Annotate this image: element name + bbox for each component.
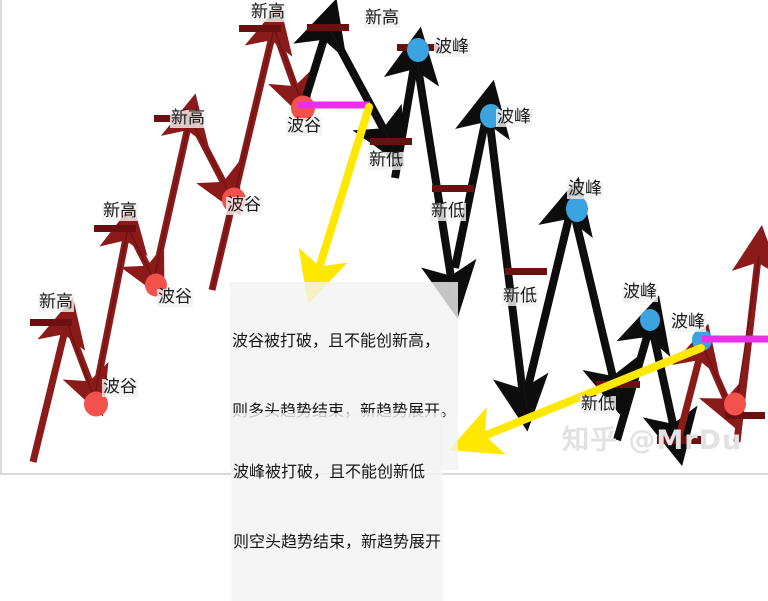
bull-thin-connectors bbox=[66, 27, 304, 405]
bear-end-note-line1: 波峰被打破，且不能创新低 bbox=[233, 462, 426, 482]
marker-label-peak: 波峰 bbox=[670, 312, 706, 332]
marker-label-new-low: 新低 bbox=[580, 394, 616, 414]
marker-label-peak: 波峰 bbox=[434, 37, 470, 57]
marker-label-peak: 波峰 bbox=[622, 282, 658, 302]
bear-end-note-line2: 则空头趋势结束，新趋势展开 bbox=[233, 531, 442, 551]
bear-end-note: 波峰被打破，且不能创新低 则空头趋势结束，新趋势展开 bbox=[231, 413, 444, 601]
bull-end-signal-arrow bbox=[298, 103, 373, 304]
marker-label-new-high: 新高 bbox=[364, 8, 400, 28]
level-bar-new-low bbox=[432, 185, 474, 192]
bear-end-signal-arrow bbox=[448, 344, 705, 455]
peak-dot bbox=[640, 309, 660, 331]
trough-dot bbox=[724, 392, 746, 416]
peak-dot bbox=[566, 196, 588, 222]
signal-arrows bbox=[298, 103, 705, 455]
marker-label-new-high: 新高 bbox=[38, 292, 74, 312]
bear-thin-connectors bbox=[327, 25, 680, 444]
break-level-lines bbox=[298, 101, 768, 343]
marker-label-new-low: 新低 bbox=[502, 286, 538, 306]
marker-label-trough: 波谷 bbox=[157, 287, 193, 307]
trough-dot bbox=[84, 391, 108, 417]
level-bar-new-high bbox=[30, 319, 72, 326]
marker-label-trough: 波谷 bbox=[226, 195, 262, 215]
swing-chart-svg bbox=[29, 0, 768, 467]
level-bar-new-low bbox=[505, 268, 547, 275]
bull-end-note-line1: 波谷被打破，且不能创新高， bbox=[232, 331, 441, 351]
marker-label-peak: 波峰 bbox=[567, 179, 603, 199]
level-bar-new-low bbox=[657, 436, 701, 444]
marker-label-new-low: 新低 bbox=[368, 150, 404, 170]
marker-label-trough: 波谷 bbox=[102, 377, 138, 397]
marker-label-new-high: 新高 bbox=[102, 201, 138, 221]
marker-label-peak: 波峰 bbox=[496, 107, 532, 127]
level-bar-new-high bbox=[94, 225, 136, 232]
marker-label-new-high: 新高 bbox=[250, 2, 286, 22]
watermark: 知乎 @MrDu bbox=[562, 425, 743, 456]
peak-dot bbox=[407, 38, 429, 62]
bullish-swing-group bbox=[29, 3, 315, 463]
level-bar-trough bbox=[725, 412, 765, 419]
marker-label-new-low: 新低 bbox=[430, 201, 466, 221]
marker-label-trough: 波谷 bbox=[286, 116, 322, 136]
level-bar-new-high bbox=[239, 25, 281, 32]
marker-label-new-high: 新高 bbox=[170, 108, 206, 128]
level-bar-new-low bbox=[370, 138, 412, 145]
level-bar-new-high bbox=[307, 24, 349, 31]
